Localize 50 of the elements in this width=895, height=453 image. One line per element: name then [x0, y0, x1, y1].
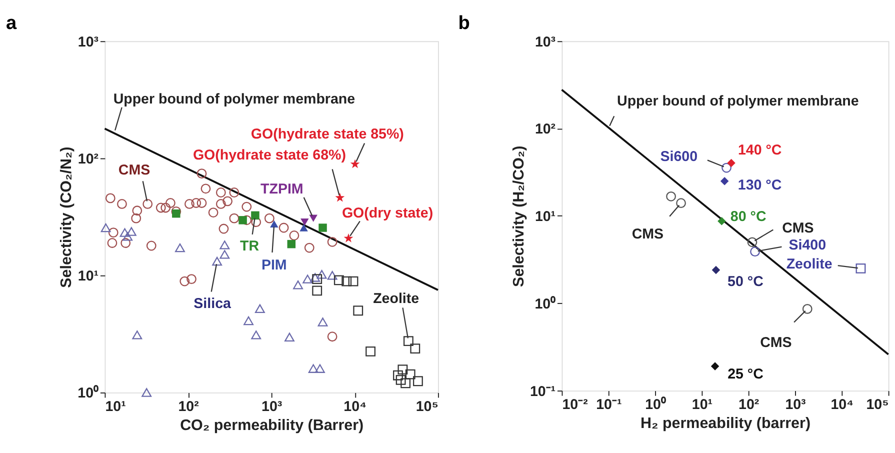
annotation: PIM	[261, 258, 287, 274]
chart-title: b	[458, 12, 470, 34]
annotation: TR	[240, 238, 260, 255]
annotation: 80 °C	[730, 209, 766, 226]
y-tick-label: 10⁻¹	[530, 384, 556, 400]
annotation: GO(hydrate state 85%)	[250, 126, 404, 142]
x-tick-label: 10³	[262, 399, 282, 416]
x-tick-label: 10¹	[105, 399, 126, 416]
x-tick-label: 10³	[785, 397, 806, 414]
annotation: CMS	[760, 335, 792, 352]
y-tick-label: 10¹	[78, 268, 99, 285]
annotation: CMS	[118, 162, 150, 178]
annotation: 50 °C	[728, 274, 764, 290]
chart-title: a	[6, 12, 18, 34]
annotation: 130 °C	[738, 178, 782, 194]
y-tick-label: 10³	[78, 34, 99, 50]
x-tick-label: 10⁻²	[562, 397, 588, 414]
annotation: Zeolite	[786, 256, 832, 272]
x-tick-label: 10⁰	[645, 396, 666, 414]
x-tick-label: 10²	[738, 397, 760, 414]
annotation: Silica	[194, 296, 232, 312]
x-tick-label: 10⁴	[830, 397, 854, 414]
annotation: Si600	[660, 149, 698, 166]
x-tick-label: 10⁵	[866, 397, 889, 414]
x-axis-title: H₂ permeability (barrer)	[640, 415, 811, 432]
annotation: TZPIM	[260, 182, 304, 198]
x-tick-label: 10²	[178, 399, 200, 416]
y-tick-label: 10²	[78, 151, 99, 168]
x-tick-label: 10¹	[692, 397, 713, 414]
y-axis-title: Selectivity (H₂/CO₂)	[510, 146, 528, 287]
y-axis-title: Selectivity (CO₂/N₂)	[58, 146, 76, 288]
y-tick-label: 10²	[534, 122, 556, 138]
annotation: Upper bound of polymer membrane	[113, 92, 356, 108]
y-tick-label: 10³	[534, 34, 556, 50]
annotation: 25 °C	[728, 366, 764, 383]
x-tick-label: 10⁻¹	[596, 397, 622, 414]
annotation: Zeolite	[373, 290, 420, 307]
annotation: CMS	[782, 220, 814, 237]
annotation: GO(dry state)	[342, 205, 434, 222]
x-axis-title: CO₂ permeability (Barrer)	[180, 417, 364, 434]
annotation: CMS	[632, 226, 664, 242]
x-tick-label: 10⁵	[416, 399, 438, 416]
annotation: 140 °C	[738, 142, 782, 158]
annotation: GO(hydrate state 68%)	[192, 148, 346, 164]
y-tick-label: 10⁰	[78, 384, 99, 402]
annotation: Si400	[788, 238, 826, 254]
y-tick-label: 10⁰	[534, 295, 556, 312]
y-tick-label: 10¹	[534, 209, 556, 226]
x-tick-label: 10⁴	[344, 399, 367, 416]
annotation: Upper bound of polymer membrane	[617, 94, 859, 110]
